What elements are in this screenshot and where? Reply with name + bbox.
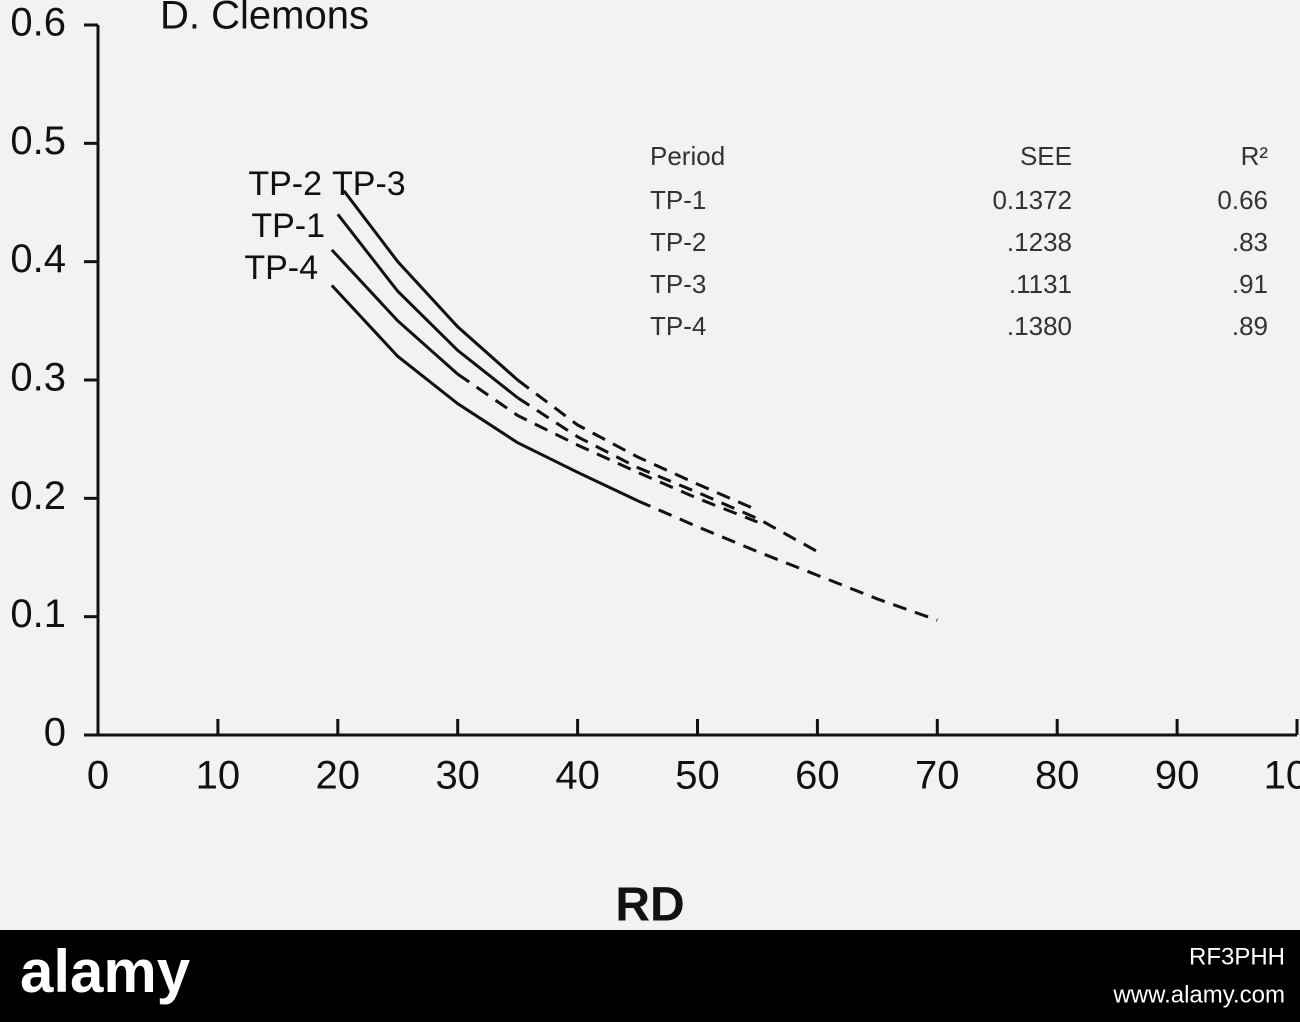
table-cell: 0.66 [1217,185,1268,215]
x-tick-label: 50 [675,754,720,798]
y-tick-label: 0.5 [10,119,66,163]
y-tick-label: 0 [44,711,66,755]
line-solid [330,284,639,503]
y-tick-label: 0.4 [10,237,66,281]
line-solid [336,213,519,399]
table-cell: .83 [1232,227,1268,257]
table-cell: .89 [1232,311,1268,341]
x-tick-label: 100 [1264,754,1300,798]
table-cell: TP-2 [650,227,706,257]
table-header: SEE [1020,141,1072,171]
y-tick-label: 0.2 [10,474,66,518]
line-dashed [516,378,759,512]
table-cell: TP-3 [650,269,706,299]
table-header: R² [1241,141,1269,171]
footer-id: RF3PHH [1189,943,1285,970]
table-cell: TP-4 [650,311,706,341]
x-tick-label: 80 [1035,754,1080,798]
series-label: TP-4 [244,249,318,287]
footer-url: www.alamy.com [1112,981,1285,1008]
y-tick-label: 0.6 [10,1,66,45]
x-axis-label: RD [615,879,684,932]
chart-title: D. Clemons [160,0,369,38]
line-dashed [516,396,819,553]
footer-logo: alamy [20,938,191,1005]
y-tick-label: 0.3 [10,356,66,400]
table-cell: .1238 [1007,227,1072,257]
table-cell: .1131 [1009,269,1072,299]
table-cell: .91 [1232,269,1268,299]
table-cell: .1380 [1007,311,1072,341]
y-tick-label: 0.1 [10,592,66,636]
x-tick-label: 70 [915,754,960,798]
series-label: TP-3 [332,165,406,203]
x-tick-label: 40 [555,754,600,798]
background [0,0,1300,930]
x-tick-label: 0 [87,754,109,798]
line-solid [330,248,459,376]
x-tick-label: 10 [196,754,241,798]
line-dashed [456,372,759,524]
table-cell: TP-1 [650,185,706,215]
line-solid [342,189,519,382]
x-tick-label: 20 [316,754,361,798]
footer-band [0,930,1300,1022]
line-dashed [636,499,938,622]
table-cell: 0.1372 [992,185,1072,215]
x-tick-label: 30 [435,754,480,798]
x-tick-label: 60 [795,754,840,798]
series-label: TP-2 [248,165,322,203]
series-label: TP-1 [251,207,325,245]
x-tick-label: 90 [1155,754,1200,798]
table-header: Period [650,141,725,171]
